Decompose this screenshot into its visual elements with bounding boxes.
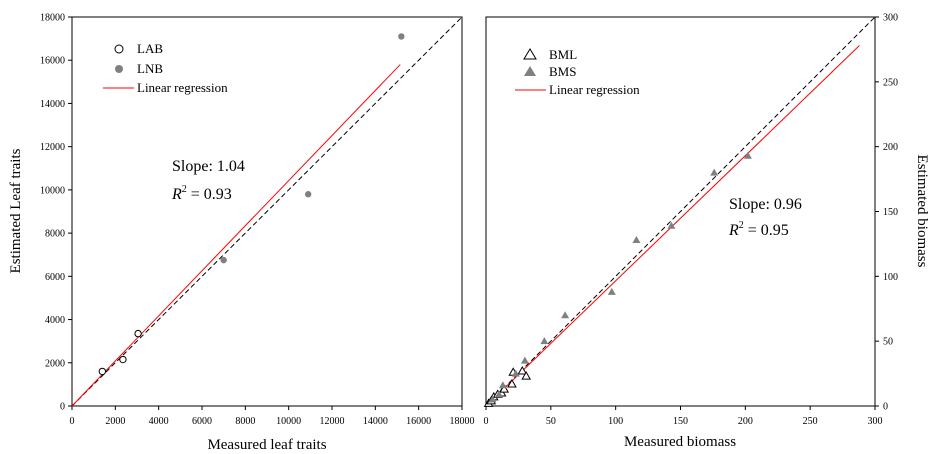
point-lnb <box>398 33 405 40</box>
left-lines <box>71 16 463 407</box>
right-y-tick-label: 0 <box>883 402 888 413</box>
point-bml <box>521 371 532 380</box>
left-x-tick-label: 18000 <box>450 416 475 427</box>
left-r2-symbol: R <box>171 186 182 203</box>
right-x-axis-label: Measured biomass <box>624 434 736 450</box>
point-bml <box>507 378 517 388</box>
legend-marker-bml <box>523 48 537 60</box>
right-x-tick-label: 150 <box>673 416 688 427</box>
left-plot-frame <box>71 16 463 407</box>
right-y-tick-label: 300 <box>883 13 898 24</box>
left-y-tick-label: 6000 <box>45 272 65 283</box>
left-axis-ticks: 0 2000 4000 6000 8000 10000 12000 14000 16000 180… <box>40 13 475 428</box>
point-lab <box>119 355 127 364</box>
right-x-tick-label: 100 <box>608 416 623 427</box>
legend-marker-lab <box>114 44 124 54</box>
right-x-tick-label: 250 <box>803 416 818 427</box>
legend-label-lab: LAB <box>137 41 163 56</box>
left-y-tick-label: 10000 <box>40 185 65 196</box>
point-bms <box>498 381 507 389</box>
right-y-tick-label: 100 <box>883 272 898 283</box>
right-slope-text: Slope: 0.96 <box>729 196 802 213</box>
right-y-tick-label: 250 <box>883 77 898 88</box>
left-x-tick-label: 12000 <box>320 416 345 427</box>
left-x-tick-label: 10000 <box>276 416 301 427</box>
point-bms <box>632 236 641 244</box>
point-bms <box>710 168 719 176</box>
legend-marker-bms <box>524 66 536 76</box>
left-y-tick-label: 0 <box>60 402 65 413</box>
left-legend: LAB LNB Linear regression <box>103 41 228 95</box>
point-bms <box>488 395 497 403</box>
point-lab <box>98 367 107 376</box>
left-panel: 0 2000 4000 6000 8000 10000 12000 14000 16000 180… <box>8 13 475 454</box>
point-bms <box>667 221 676 229</box>
legend-label-bms: BMS <box>549 64 576 79</box>
right-legend: BML BMS Linear regression <box>515 47 640 97</box>
left-x-tick-label: 14000 <box>363 416 388 427</box>
left-x-tick-label: 8000 <box>235 416 255 427</box>
left-y-tick-label: 14000 <box>40 99 65 110</box>
left-y-tick-label: 18000 <box>40 13 65 24</box>
legend-label-regression-right: Linear regression <box>549 82 640 97</box>
point-bms <box>540 337 549 345</box>
left-y-tick-label: 8000 <box>45 229 65 240</box>
left-annotation: Slope: 1.04 R2 = 0.93 <box>171 158 245 203</box>
right-points <box>483 151 752 407</box>
left-x-tick-label: 16000 <box>406 416 431 427</box>
right-y-tick-label: 200 <box>883 142 898 153</box>
right-annotation: Slope: 0.96 R2 = 0.95 <box>728 196 802 239</box>
point-lab <box>134 329 142 338</box>
point-bms <box>511 369 520 377</box>
left-identity-line <box>71 16 463 407</box>
left-y-tick-label: 2000 <box>45 358 65 369</box>
legend-label-bml: BML <box>549 47 577 62</box>
point-bms <box>520 356 529 364</box>
legend-label-regression: Linear regression <box>137 80 228 95</box>
right-x-tick-label: 50 <box>546 416 556 427</box>
right-y-tick-label: 150 <box>883 207 898 218</box>
left-y-tick-label: 16000 <box>40 56 65 67</box>
left-r2-sup: 2 <box>182 184 187 195</box>
right-r2-sup: 2 <box>739 220 744 231</box>
point-bms <box>743 151 752 159</box>
point-bml <box>499 384 510 393</box>
left-y-tick-label: 4000 <box>45 315 65 326</box>
right-r2-text: R2 = 0.95 <box>728 220 789 239</box>
left-y-axis-label: Estimated Leaf traits <box>8 148 24 273</box>
point-bms <box>494 390 503 398</box>
right-lines <box>485 16 876 407</box>
left-x-tick-label: 6000 <box>192 416 212 427</box>
right-r2-symbol: R <box>728 222 739 239</box>
legend-marker-lnb <box>115 65 123 73</box>
left-slope-text: Slope: 1.04 <box>172 158 245 175</box>
left-x-tick-label: 4000 <box>149 416 169 427</box>
right-x-tick-label: 200 <box>738 416 753 427</box>
left-regression-line <box>71 64 401 407</box>
right-y-axis-label: Estimated biomass <box>914 155 929 268</box>
right-x-tick-label: 300 <box>868 416 883 427</box>
left-points <box>98 33 405 376</box>
point-bms <box>607 287 616 295</box>
right-r2-value: = 0.95 <box>748 222 789 239</box>
point-bml <box>517 365 528 375</box>
left-y-tick-label: 12000 <box>40 142 65 153</box>
left-x-tick-label: 0 <box>70 416 75 427</box>
right-y-tick-label: 50 <box>883 337 893 348</box>
legend-label-lnb: LNB <box>137 61 163 76</box>
point-lnb <box>220 256 227 264</box>
left-x-axis-label: Measured leaf traits <box>207 437 326 453</box>
point-bms <box>561 311 570 319</box>
left-x-tick-label: 2000 <box>105 416 125 427</box>
right-x-tick-label: 0 <box>484 416 489 427</box>
left-r2-value: = 0.93 <box>191 186 232 203</box>
left-r2-text: R2 = 0.93 <box>171 184 232 203</box>
point-lnb <box>304 191 312 198</box>
right-identity-line <box>485 16 876 407</box>
